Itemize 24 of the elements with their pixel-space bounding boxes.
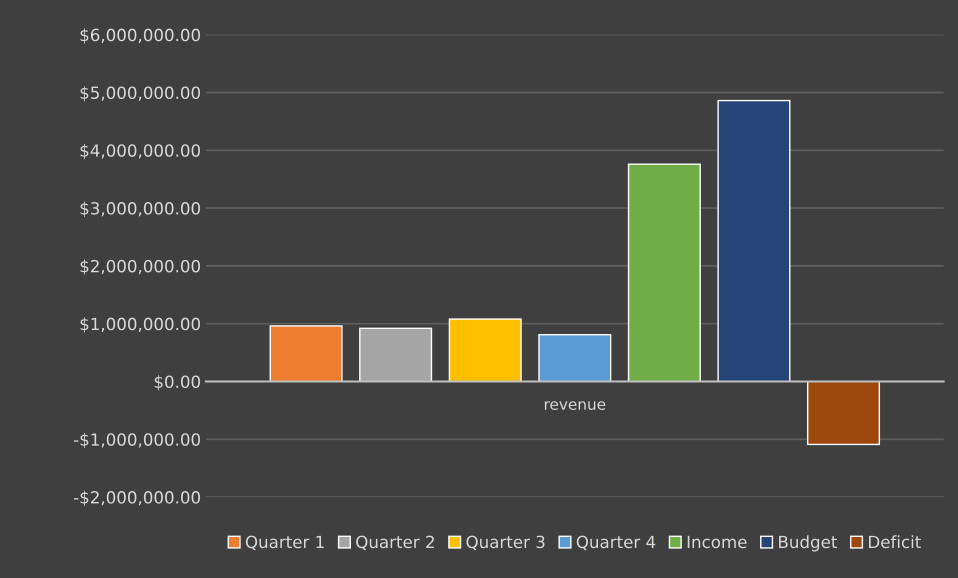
legend-label: Quarter 1 <box>246 536 324 550</box>
y-tick-label: $1,000,000.00 <box>80 317 200 332</box>
legend-label: Budget <box>779 535 837 552</box>
legend-label: Deficit <box>869 535 921 548</box>
bar <box>448 318 522 382</box>
bar <box>270 325 343 382</box>
bar <box>717 100 790 382</box>
y-tick-label: $2,000,000.00 <box>80 260 200 275</box>
bar <box>806 380 880 446</box>
y-tick-label: $6,000,000.00 <box>80 28 200 44</box>
legend-label: Income <box>688 536 747 548</box>
y-tick-label: -$2,000,000.00 <box>74 490 200 506</box>
bar <box>538 334 612 382</box>
y-tick-label: $3,000,000.00 <box>80 202 200 217</box>
y-tick-label: -$1,000,000.00 <box>74 432 200 448</box>
bar <box>628 163 701 382</box>
legend-label: Quarter 4 <box>576 536 656 550</box>
legend-label: Quarter 2 <box>356 536 434 550</box>
legend-label: Quarter 3 <box>466 536 544 550</box>
y-tick-label: $5,000,000.00 <box>80 86 200 102</box>
bar <box>359 328 432 382</box>
y-tick-label: $0.00 <box>154 375 200 390</box>
y-tick-label: $4,000,000.00 <box>80 144 200 160</box>
x-tick-label: revenue <box>544 401 606 410</box>
